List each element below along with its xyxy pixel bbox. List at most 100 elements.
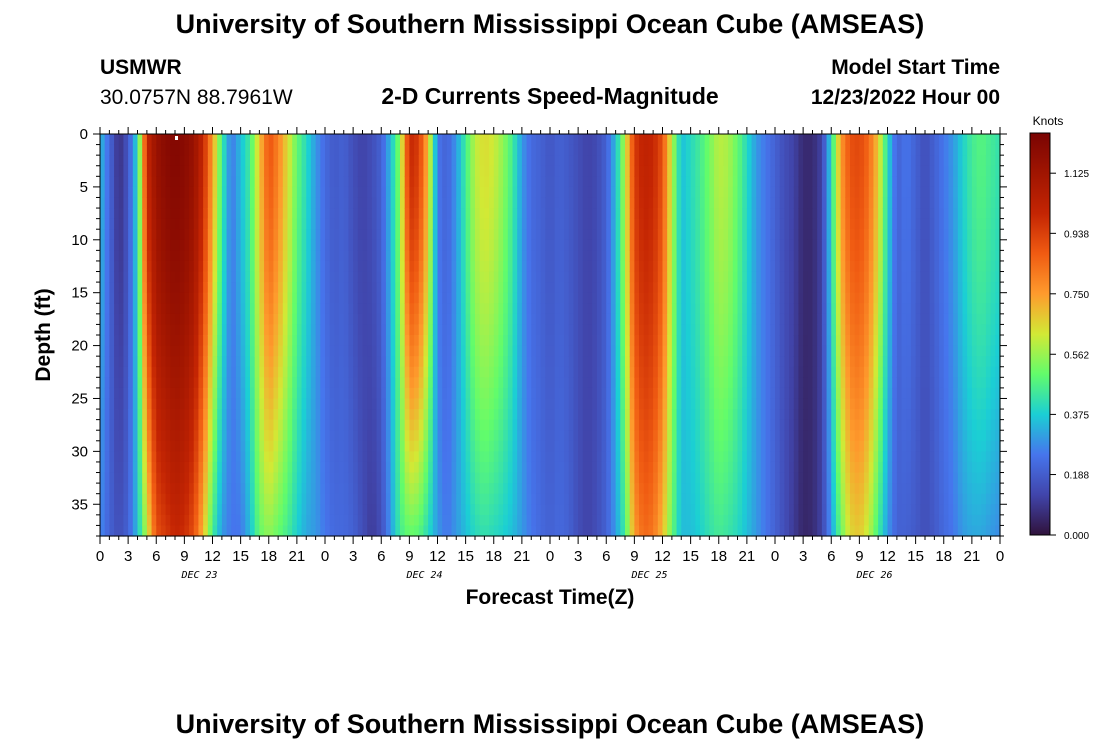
heatmap-cell <box>690 345 696 357</box>
heatmap-cell <box>268 282 275 294</box>
heatmap-cell <box>582 335 589 347</box>
heatmap-cell <box>681 461 687 474</box>
heatmap-cell <box>212 440 218 452</box>
heatmap-cell <box>446 419 453 431</box>
heatmap-cell <box>503 461 509 474</box>
heatmap-cell <box>151 409 157 421</box>
heatmap-cell <box>484 387 490 400</box>
heatmap-cell <box>470 451 476 463</box>
heatmap-cell <box>475 313 481 326</box>
heatmap-cell <box>362 514 368 527</box>
heatmap-cell <box>596 356 603 368</box>
heatmap-cell <box>578 324 584 336</box>
heatmap-cell <box>142 197 148 209</box>
heatmap-cell <box>578 282 584 294</box>
heatmap-cell <box>564 377 570 389</box>
heatmap-cell <box>385 472 392 484</box>
heatmap-cell <box>104 271 110 283</box>
heatmap-cell <box>648 451 654 463</box>
heatmap-cell <box>245 324 251 336</box>
heatmap-cell <box>320 176 326 188</box>
heatmap-cell <box>296 377 303 389</box>
heatmap-cell <box>437 208 443 220</box>
heatmap-cell <box>643 483 650 495</box>
heatmap-cell <box>446 144 453 156</box>
heatmap-cell <box>465 271 471 283</box>
heatmap-cell <box>507 409 514 421</box>
heatmap-cell <box>634 440 640 452</box>
heatmap-cell <box>676 165 682 177</box>
heatmap-cell <box>151 292 157 304</box>
heatmap-cell <box>104 229 110 241</box>
heatmap-cell <box>315 419 321 431</box>
heatmap-cell <box>573 335 579 347</box>
heatmap-cell <box>301 271 307 283</box>
heatmap-cell <box>226 430 232 442</box>
heatmap-cell <box>653 260 659 273</box>
heatmap-cell <box>296 313 303 326</box>
heatmap-cell <box>667 144 673 156</box>
heatmap-cell <box>231 303 237 315</box>
heatmap-cell <box>320 366 326 378</box>
heatmap-cell <box>160 250 167 262</box>
heatmap-cell <box>535 134 542 146</box>
heatmap-cell <box>414 493 420 505</box>
heatmap-cell <box>240 176 246 188</box>
heatmap-cell <box>498 504 504 516</box>
heatmap-cell <box>400 514 406 527</box>
heatmap-cell <box>301 134 307 146</box>
heatmap-cell <box>226 409 232 421</box>
heatmap-cell <box>132 366 139 378</box>
heatmap-cell <box>250 144 256 156</box>
heatmap-cell <box>470 239 476 251</box>
heatmap-cell <box>123 303 129 315</box>
heatmap-cell <box>493 472 500 484</box>
heatmap-cell <box>114 313 120 326</box>
heatmap-cell <box>325 144 331 156</box>
heatmap-cell <box>437 197 443 209</box>
heatmap-cell <box>231 208 237 220</box>
heatmap-cell <box>709 176 715 188</box>
heatmap-cell <box>226 313 232 326</box>
heatmap-cell <box>700 239 706 251</box>
heatmap-cell <box>203 176 209 188</box>
heatmap-cell <box>151 493 157 505</box>
heatmap-cell <box>493 282 500 294</box>
heatmap-cell <box>114 260 120 273</box>
heatmap-cell <box>610 155 617 167</box>
heatmap-cell <box>165 472 171 484</box>
station-name: USMWR <box>100 56 182 79</box>
heatmap-cell <box>550 409 556 421</box>
heatmap-cell <box>671 409 678 421</box>
heatmap-cell <box>493 208 500 220</box>
heatmap-cell <box>531 260 537 273</box>
heatmap-cell <box>456 155 462 167</box>
heatmap-cell <box>615 440 621 452</box>
heatmap-cell <box>315 134 321 146</box>
heatmap-cell <box>648 313 654 326</box>
heatmap-cell <box>268 250 275 262</box>
heatmap-cell <box>456 451 462 463</box>
heatmap-cell <box>559 313 565 326</box>
heatmap-cell <box>489 260 495 273</box>
heatmap-cell <box>343 504 350 516</box>
heatmap-cell <box>451 493 457 505</box>
heatmap-cell <box>601 356 607 368</box>
heatmap-cell <box>451 303 457 315</box>
heatmap-cell <box>409 451 415 463</box>
heatmap-cell <box>620 186 626 199</box>
heatmap-cell <box>376 514 382 527</box>
heatmap-cell <box>709 186 715 199</box>
heatmap-cell <box>207 335 214 347</box>
heatmap-cell <box>104 387 110 400</box>
heatmap-cell <box>460 324 467 336</box>
heatmap-cell <box>554 525 560 537</box>
heatmap-cell <box>685 377 692 389</box>
heatmap-cell <box>582 186 589 199</box>
heatmap-cell <box>451 260 457 273</box>
heatmap-cell <box>657 260 664 273</box>
heatmap-cell <box>296 451 303 463</box>
heatmap-cell <box>601 419 607 431</box>
heatmap-cell <box>432 387 439 400</box>
heatmap-cell <box>531 155 537 167</box>
